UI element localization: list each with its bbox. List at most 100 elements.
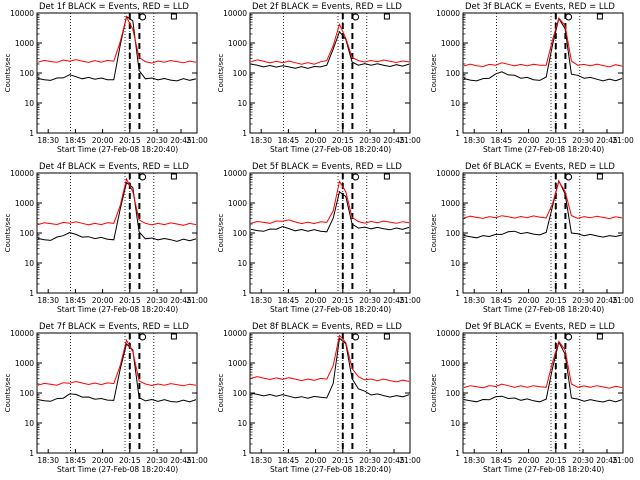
y-tick-label: 1 <box>242 289 247 298</box>
y-tick-label: 10000 <box>436 329 460 338</box>
series-events-line <box>37 181 197 242</box>
x-tick-label: 20:00 <box>305 296 327 305</box>
x-axis-label: Start Time (27-Feb-08 18:20:40) <box>483 145 604 154</box>
y-tick-label: 1 <box>455 289 460 298</box>
top-marker <box>170 333 177 340</box>
plot-frame <box>249 332 411 454</box>
x-tick-label: 18:45 <box>491 456 513 465</box>
panel-title: Det 6f BLACK = Events, RED = LLD <box>465 162 615 172</box>
x-axis-label: Start Time (27-Feb-08 18:20:40) <box>57 465 178 474</box>
y-axis-label: Counts/sec <box>430 54 438 93</box>
x-tick-label: 20:15 <box>545 456 567 465</box>
y-tick-label: 10000 <box>223 9 247 18</box>
x-tick-label: 20:00 <box>92 456 114 465</box>
y-tick-label: 1 <box>455 129 460 138</box>
panel-9: Det 9f BLACK = Events, RED = LLD Counts/s… <box>430 322 634 474</box>
x-tick-label: 18:45 <box>65 296 87 305</box>
y-tick-label: 10000 <box>10 329 34 338</box>
x-tick-label: 20:30 <box>572 136 594 145</box>
panel-1: Det 1f BLACK = Events, RED = LLD Counts/s… <box>4 2 208 154</box>
series-lld-line <box>250 22 410 65</box>
x-tick-label: 18:30 <box>463 456 485 465</box>
x-tick-label: 20:45 <box>383 136 405 145</box>
y-tick-label: 1000 <box>228 199 247 208</box>
x-tick-label: 20:30 <box>359 456 381 465</box>
y-tick-label: 1000 <box>441 39 460 48</box>
x-tick-label: 21:00 <box>612 136 634 145</box>
series-lld-line <box>37 338 197 387</box>
top-marker <box>565 13 573 21</box>
top-marker <box>383 333 390 340</box>
x-tick-label: 20:15 <box>332 296 354 305</box>
y-axis-label: Counts/sec <box>4 374 12 413</box>
x-axis-label: Start Time (27-Feb-08 18:20:40) <box>270 145 391 154</box>
y-tick-label: 100 <box>233 69 248 78</box>
x-tick-label: 20:45 <box>596 456 618 465</box>
series-events-line <box>463 340 623 403</box>
y-tick-label: 100 <box>20 389 35 398</box>
y-tick-label: 1 <box>242 449 247 458</box>
top-marker <box>170 13 177 20</box>
panel-4: Det 4f BLACK = Events, RED = LLD Counts/s… <box>4 162 208 314</box>
series-events-line <box>463 17 623 82</box>
series-lld-line <box>250 334 410 383</box>
panel-title: Det 1f BLACK = Events, RED = LLD <box>39 2 189 12</box>
panel-title: Det 2f BLACK = Events, RED = LLD <box>252 2 402 12</box>
x-tick-label: 21:00 <box>399 296 421 305</box>
x-tick-label: 20:15 <box>545 136 567 145</box>
y-tick-label: 10000 <box>436 9 460 18</box>
x-tick-label: 20:45 <box>170 296 192 305</box>
series-events-line <box>250 190 410 233</box>
x-tick-label: 18:30 <box>37 296 59 305</box>
panel-6: Det 6f BLACK = Events, RED = LLD Counts/s… <box>430 162 634 314</box>
top-marker <box>352 333 360 341</box>
y-tick-label: 1000 <box>441 199 460 208</box>
y-tick-label: 10000 <box>436 169 460 178</box>
x-tick-label: 20:15 <box>545 296 567 305</box>
x-axis-label: Start Time (27-Feb-08 18:20:40) <box>483 465 604 474</box>
y-axis-label: Counts/sec <box>430 374 438 413</box>
y-tick-label: 100 <box>233 389 248 398</box>
x-tick-label: 20:30 <box>359 296 381 305</box>
y-tick-label: 100 <box>20 69 35 78</box>
x-tick-label: 18:30 <box>250 136 272 145</box>
x-tick-label: 21:00 <box>612 296 634 305</box>
y-tick-label: 10 <box>24 259 34 268</box>
y-tick-label: 10000 <box>10 9 34 18</box>
y-tick-label: 10 <box>450 419 460 428</box>
x-tick-label: 21:00 <box>399 456 421 465</box>
y-tick-label: 1 <box>29 129 34 138</box>
y-tick-label: 1000 <box>228 359 247 368</box>
x-tick-label: 20:15 <box>119 456 141 465</box>
panel-title: Det 4f BLACK = Events, RED = LLD <box>39 162 189 172</box>
x-tick-label: 20:15 <box>332 136 354 145</box>
series-events-line <box>250 30 410 69</box>
y-tick-label: 100 <box>446 69 461 78</box>
x-tick-label: 20:30 <box>359 136 381 145</box>
x-tick-label: 18:30 <box>37 456 59 465</box>
series-lld-line <box>463 17 623 68</box>
top-marker <box>352 173 360 181</box>
y-tick-label: 10000 <box>223 329 247 338</box>
x-tick-label: 20:00 <box>518 456 540 465</box>
panel-7: Det 7f BLACK = Events, RED = LLD Counts/s… <box>4 322 208 474</box>
y-tick-label: 1000 <box>15 39 34 48</box>
plot-frame <box>36 172 198 294</box>
y-tick-label: 10 <box>237 259 247 268</box>
panel-title: Det 5f BLACK = Events, RED = LLD <box>252 162 402 172</box>
x-tick-label: 20:45 <box>596 136 618 145</box>
y-axis-label: Counts/sec <box>217 214 225 253</box>
y-axis-label: Counts/sec <box>4 54 12 93</box>
plot-frame <box>36 332 198 454</box>
y-tick-label: 10 <box>450 259 460 268</box>
panel-title: Det 7f BLACK = Events, RED = LLD <box>39 322 189 332</box>
y-tick-label: 1 <box>242 129 247 138</box>
top-marker <box>596 13 603 20</box>
y-tick-label: 100 <box>446 229 461 238</box>
x-tick-label: 18:30 <box>250 296 272 305</box>
series-lld-line <box>463 180 623 220</box>
x-tick-label: 20:45 <box>170 136 192 145</box>
x-tick-label: 21:00 <box>186 456 208 465</box>
x-tick-label: 20:30 <box>146 456 168 465</box>
x-tick-label: 20:00 <box>92 136 114 145</box>
